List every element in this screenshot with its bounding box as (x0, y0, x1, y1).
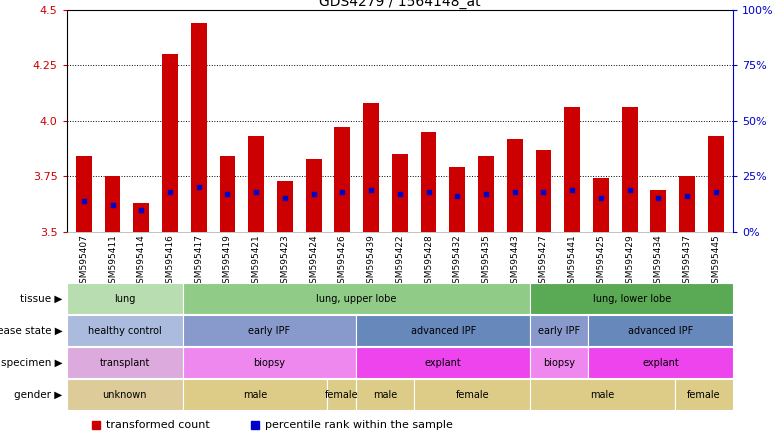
Text: biopsy: biopsy (253, 358, 285, 368)
Bar (277, 181, 293, 232)
Text: gender ▶: gender ▶ (14, 390, 63, 400)
Text: GSM595427: GSM595427 (539, 234, 548, 289)
Bar (651, 190, 666, 232)
Text: tissue ▶: tissue ▶ (20, 294, 63, 304)
Text: GSM595439: GSM595439 (367, 234, 376, 289)
Text: transformed count: transformed count (106, 420, 209, 430)
Bar (392, 154, 408, 232)
Bar (183, 283, 530, 314)
Bar (76, 156, 92, 232)
Bar (67, 379, 183, 410)
Bar (357, 379, 414, 410)
Text: early IPF: early IPF (538, 326, 580, 336)
Text: explant: explant (642, 358, 679, 368)
Text: transplant: transplant (100, 358, 150, 368)
Bar (530, 283, 733, 314)
Text: advanced IPF: advanced IPF (628, 326, 693, 336)
Text: GSM595425: GSM595425 (597, 234, 605, 289)
Text: disease state ▶: disease state ▶ (0, 326, 63, 336)
Text: early IPF: early IPF (249, 326, 291, 336)
Text: female: female (456, 390, 489, 400)
Bar (530, 379, 675, 410)
Bar (220, 156, 235, 232)
Text: GSM595422: GSM595422 (395, 234, 405, 289)
Bar (105, 176, 121, 232)
Text: GSM595432: GSM595432 (453, 234, 462, 289)
Text: GSM595423: GSM595423 (281, 234, 289, 289)
Bar (478, 156, 494, 232)
Bar (588, 347, 733, 378)
Bar (67, 283, 183, 314)
Bar (421, 132, 437, 232)
Bar (588, 315, 733, 346)
Bar (506, 139, 523, 232)
Bar (414, 379, 530, 410)
Text: explant: explant (425, 358, 462, 368)
Text: GSM595416: GSM595416 (165, 234, 175, 289)
Bar (708, 136, 724, 232)
Bar (133, 203, 149, 232)
Bar (675, 379, 733, 410)
Text: GSM595424: GSM595424 (309, 234, 318, 289)
Text: GSM595421: GSM595421 (252, 234, 261, 289)
Text: male: male (243, 390, 267, 400)
Bar (357, 315, 530, 346)
Text: lung: lung (114, 294, 136, 304)
Bar (530, 315, 588, 346)
Text: GSM595441: GSM595441 (568, 234, 577, 289)
Bar (535, 150, 551, 232)
Text: lung, lower lobe: lung, lower lobe (593, 294, 671, 304)
Bar (183, 347, 357, 378)
Bar (162, 54, 178, 232)
Text: biopsy: biopsy (543, 358, 575, 368)
Text: healthy control: healthy control (88, 326, 162, 336)
Text: male: male (590, 390, 615, 400)
Text: lung, upper lobe: lung, upper lobe (316, 294, 397, 304)
Bar (679, 176, 695, 232)
Text: percentile rank within the sample: percentile rank within the sample (265, 420, 453, 430)
Bar (67, 315, 183, 346)
Bar (622, 107, 637, 232)
Text: GSM595417: GSM595417 (194, 234, 203, 289)
Text: male: male (373, 390, 397, 400)
Text: female: female (688, 390, 720, 400)
Bar (357, 347, 530, 378)
Text: GSM595443: GSM595443 (510, 234, 519, 289)
Text: GSM595437: GSM595437 (683, 234, 691, 289)
Text: specimen ▶: specimen ▶ (1, 358, 63, 368)
Bar (593, 178, 609, 232)
Text: GSM595445: GSM595445 (711, 234, 720, 289)
Title: GDS4279 / 1564148_at: GDS4279 / 1564148_at (319, 0, 481, 9)
Bar (249, 136, 264, 232)
Text: GSM595419: GSM595419 (223, 234, 232, 289)
Bar (191, 23, 207, 232)
Bar (67, 347, 183, 378)
Bar (335, 127, 350, 232)
Text: GSM595429: GSM595429 (625, 234, 634, 289)
Bar (564, 107, 580, 232)
Bar (183, 379, 328, 410)
Text: GSM595426: GSM595426 (338, 234, 347, 289)
Text: advanced IPF: advanced IPF (411, 326, 476, 336)
Text: unknown: unknown (103, 390, 147, 400)
Text: GSM595411: GSM595411 (108, 234, 117, 289)
Text: GSM595407: GSM595407 (79, 234, 89, 289)
Bar (363, 103, 379, 232)
Text: GSM595428: GSM595428 (424, 234, 433, 289)
Bar (306, 159, 321, 232)
Bar (183, 315, 357, 346)
Text: GSM595434: GSM595434 (654, 234, 662, 289)
Bar (328, 379, 357, 410)
Text: female: female (325, 390, 359, 400)
Text: GSM595414: GSM595414 (137, 234, 146, 289)
Bar (530, 347, 588, 378)
Bar (449, 167, 465, 232)
Text: GSM595435: GSM595435 (481, 234, 491, 289)
